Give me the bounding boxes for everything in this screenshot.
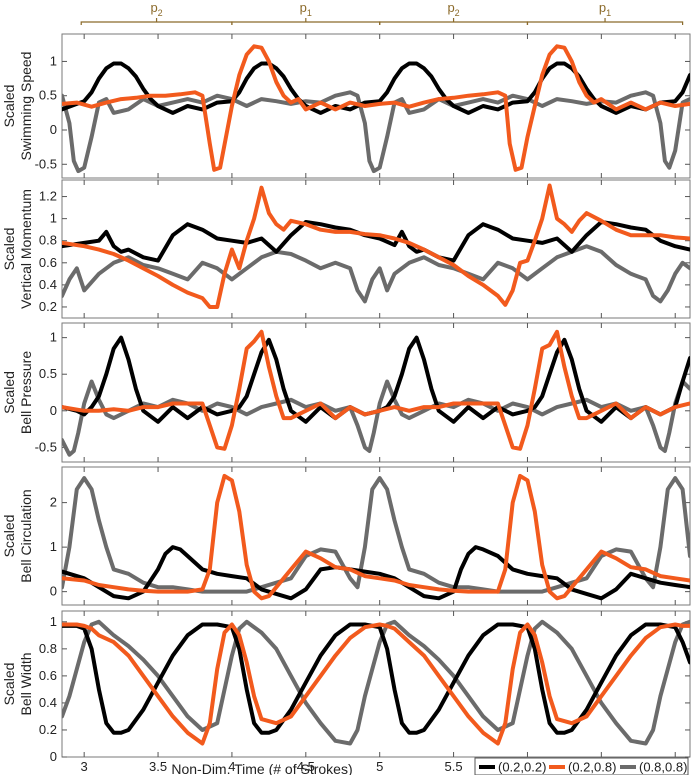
phase-bracket: p2 xyxy=(80,0,233,25)
phase-bracket-line xyxy=(526,21,684,25)
series-line xyxy=(62,220,690,263)
series-group xyxy=(62,183,690,309)
y-tick-label: 0.6 xyxy=(39,255,57,270)
phase-label-main: p xyxy=(150,0,157,15)
y-tick-label: 0 xyxy=(50,122,57,137)
panel-4: 0 1 2 ScaledBell Circulation xyxy=(1,466,691,606)
y-tick-label: 0.2 xyxy=(39,722,57,737)
y-tick-label: 0.8 xyxy=(39,233,57,248)
series-line xyxy=(62,622,690,746)
legend-label: (0.2,0.2) xyxy=(498,760,546,775)
y-axis-label: ScaledSwimming Speed xyxy=(1,52,34,161)
y-tick-label: -0.5 xyxy=(35,439,57,454)
phase-label: p1 xyxy=(599,0,611,18)
y-tick-label: 0.5 xyxy=(39,88,57,103)
y-tick-label: -0.5 xyxy=(35,156,57,171)
panel-frame xyxy=(61,466,691,606)
series-line xyxy=(62,473,690,601)
phase-label: p2 xyxy=(150,0,162,18)
y-axis-label-line: Scaled xyxy=(1,85,17,128)
y-axis-label: ScaledBell Width xyxy=(1,652,34,715)
series-group xyxy=(62,473,690,601)
legend-label: (0.2,0.8) xyxy=(568,760,616,775)
legend: (0.2,0.2) (0.2,0.8) (0.8,0.8) xyxy=(474,757,689,775)
x-tick-label: 3.5 xyxy=(149,759,167,774)
y-axis-label-line: Vertical Momentum xyxy=(18,189,34,309)
phase-brackets: p2 p1 p2 p1 xyxy=(80,0,684,25)
y-axis-label-line: Scaled xyxy=(1,663,17,706)
phase-label-sub: 1 xyxy=(307,8,312,18)
series-group xyxy=(62,619,690,746)
y-tick-label: 1 xyxy=(50,53,57,68)
y-tick-label: 0 xyxy=(50,403,57,418)
series-line xyxy=(62,90,690,174)
series-group xyxy=(62,329,690,457)
series-line xyxy=(62,183,690,309)
y-tick-label: 0.2 xyxy=(39,299,57,314)
series-line xyxy=(62,44,690,172)
legend-box xyxy=(474,757,689,775)
phase-bracket-line xyxy=(231,21,381,25)
x-tick-label: 3 xyxy=(81,759,88,774)
y-axis-label-line: Scaled xyxy=(1,371,17,414)
phase-label-main: p xyxy=(300,0,307,15)
y-tick-label: 0.6 xyxy=(39,668,57,683)
panel-1: -0.5 0 0.5 1 ScaledSwimming Speed xyxy=(1,33,691,179)
y-tick-label: 1 xyxy=(50,211,57,226)
panel-2: 0.2 0.4 0.6 0.8 1 1.2 ScaledVertical Momentum xyxy=(1,179,691,319)
x-tick-label: 5 xyxy=(376,759,383,774)
y-tick-label: 1 xyxy=(50,614,57,629)
y-tick-label: 0.4 xyxy=(39,277,57,292)
x-axis-label: Non-Dim. Time (# of Strokes) xyxy=(171,761,352,775)
y-axis-label-line: Scaled xyxy=(1,228,17,271)
x-tick-label: 5.5 xyxy=(445,759,463,774)
y-axis-label-line: Bell Circulation xyxy=(18,489,34,582)
y-tick-label: 1 xyxy=(50,330,57,345)
panel-frame xyxy=(61,322,691,463)
y-tick-label: 0 xyxy=(50,749,57,764)
legend-label: (0.8,0.8) xyxy=(639,760,687,775)
series-line xyxy=(62,329,690,451)
panel-frame xyxy=(61,610,691,758)
phase-bracket: p1 xyxy=(231,0,381,25)
y-tick-label: 0 xyxy=(50,584,57,599)
y-tick-label: 2 xyxy=(50,495,57,510)
series-line xyxy=(62,545,690,601)
phase-bracket-line xyxy=(80,21,233,25)
phase-label: p2 xyxy=(447,0,459,18)
phase-label: p1 xyxy=(300,0,312,18)
phase-label-main: p xyxy=(447,0,454,15)
y-tick-label: 0.5 xyxy=(39,366,57,381)
phase-bracket: p2 xyxy=(379,0,529,25)
x-tick-label: 4 xyxy=(228,759,235,774)
y-axis-label: ScaledVertical Momentum xyxy=(1,189,34,309)
x-tick-label: 4.5 xyxy=(297,759,315,774)
phase-label-sub: 2 xyxy=(158,8,163,18)
phase-label-sub: 2 xyxy=(455,8,460,18)
y-axis-label: ScaledBell Circulation xyxy=(1,489,34,582)
series-line xyxy=(62,622,690,735)
y-tick-label: 0.4 xyxy=(39,695,57,710)
phase-bracket-line xyxy=(379,21,529,25)
series-group xyxy=(62,44,690,174)
y-axis-label: ScaledBell Pressure xyxy=(1,351,34,434)
y-axis-label-line: Bell Pressure xyxy=(18,351,34,434)
y-axis-label-line: Swimming Speed xyxy=(18,52,34,161)
y-axis-label-line: Bell Width xyxy=(18,652,34,715)
phase-label-main: p xyxy=(599,0,606,15)
y-tick-label: 0.8 xyxy=(39,641,57,656)
series-line xyxy=(62,244,690,304)
y-axis-label-line: Scaled xyxy=(1,515,17,558)
phase-bracket: p1 xyxy=(526,0,684,25)
panel-5: 0 0.2 0.4 0.6 0.8 1 ScaledBell Width xyxy=(1,610,691,764)
panel-3: -0.5 0 0.5 1 ScaledBell Pressure xyxy=(1,322,691,463)
phase-label-sub: 1 xyxy=(606,8,611,18)
y-tick-label: 1 xyxy=(50,539,57,554)
y-tick-label: 1.2 xyxy=(39,189,57,204)
